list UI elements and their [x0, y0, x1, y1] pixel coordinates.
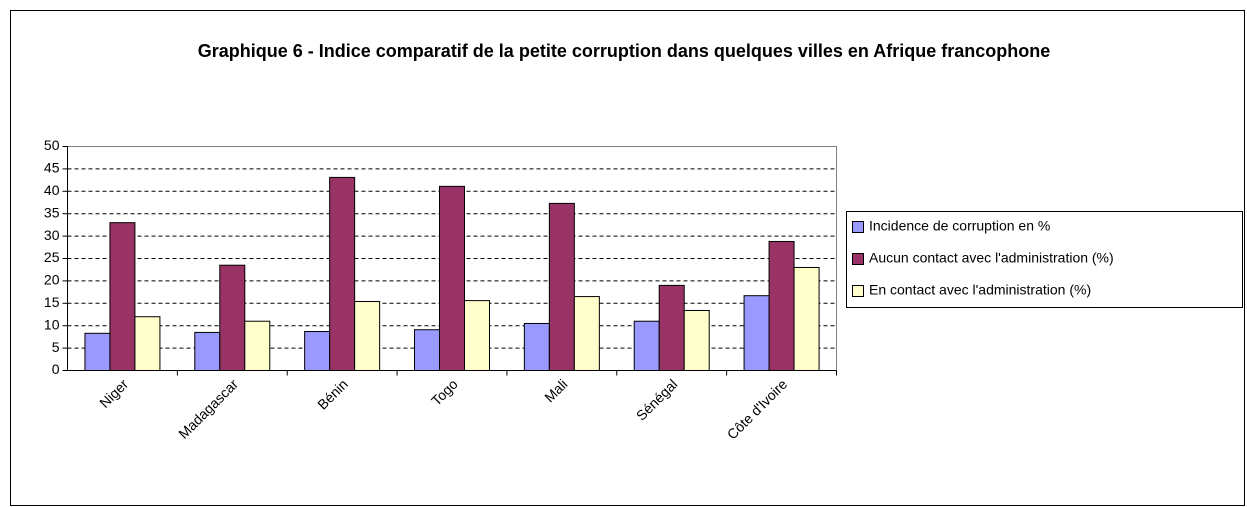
y-tick-label: 10: [44, 316, 60, 332]
bar: [464, 300, 490, 371]
bar: [658, 284, 685, 372]
bar: [633, 320, 660, 371]
y-tick-label: 30: [44, 227, 60, 243]
bar: [414, 329, 440, 371]
bar: [768, 240, 795, 371]
bar: [548, 202, 575, 371]
y-tick-label: 20: [44, 272, 60, 288]
bar: [244, 320, 271, 371]
bar: [683, 309, 710, 371]
y-tick-label: 40: [44, 182, 60, 198]
bar: [523, 322, 550, 371]
bar: [573, 296, 600, 371]
y-tick-label: 0: [52, 361, 60, 377]
bar: [793, 266, 820, 371]
bar: [329, 176, 356, 371]
legend-swatch: [852, 221, 864, 233]
bar: [109, 222, 136, 371]
legend-label: En contact avec l'administration (%): [869, 282, 1091, 298]
y-tick-label: 50: [44, 137, 60, 153]
chart-title: Graphique 6 - Indice comparatif de la pe…: [197, 41, 1051, 61]
legend-swatch: [852, 253, 864, 265]
y-tick-label: 5: [52, 339, 60, 355]
bar: [439, 185, 465, 371]
bar: [219, 264, 246, 371]
y-tick-label: 25: [44, 249, 60, 265]
bar: [304, 331, 331, 371]
y-tick-label: 35: [44, 204, 60, 220]
legend-swatch: [852, 285, 864, 297]
bar: [84, 332, 111, 372]
bar: [354, 301, 381, 371]
legend-label: Aucun contact avec l'administration (%): [869, 250, 1114, 266]
legend-box: [846, 211, 1243, 308]
y-tick-label: 15: [44, 294, 60, 310]
bar: [134, 316, 161, 371]
bar: [743, 295, 770, 371]
legend-label: Incidence de corruption en %: [869, 218, 1050, 234]
bar: [194, 331, 221, 372]
y-tick-label: 45: [44, 160, 60, 176]
